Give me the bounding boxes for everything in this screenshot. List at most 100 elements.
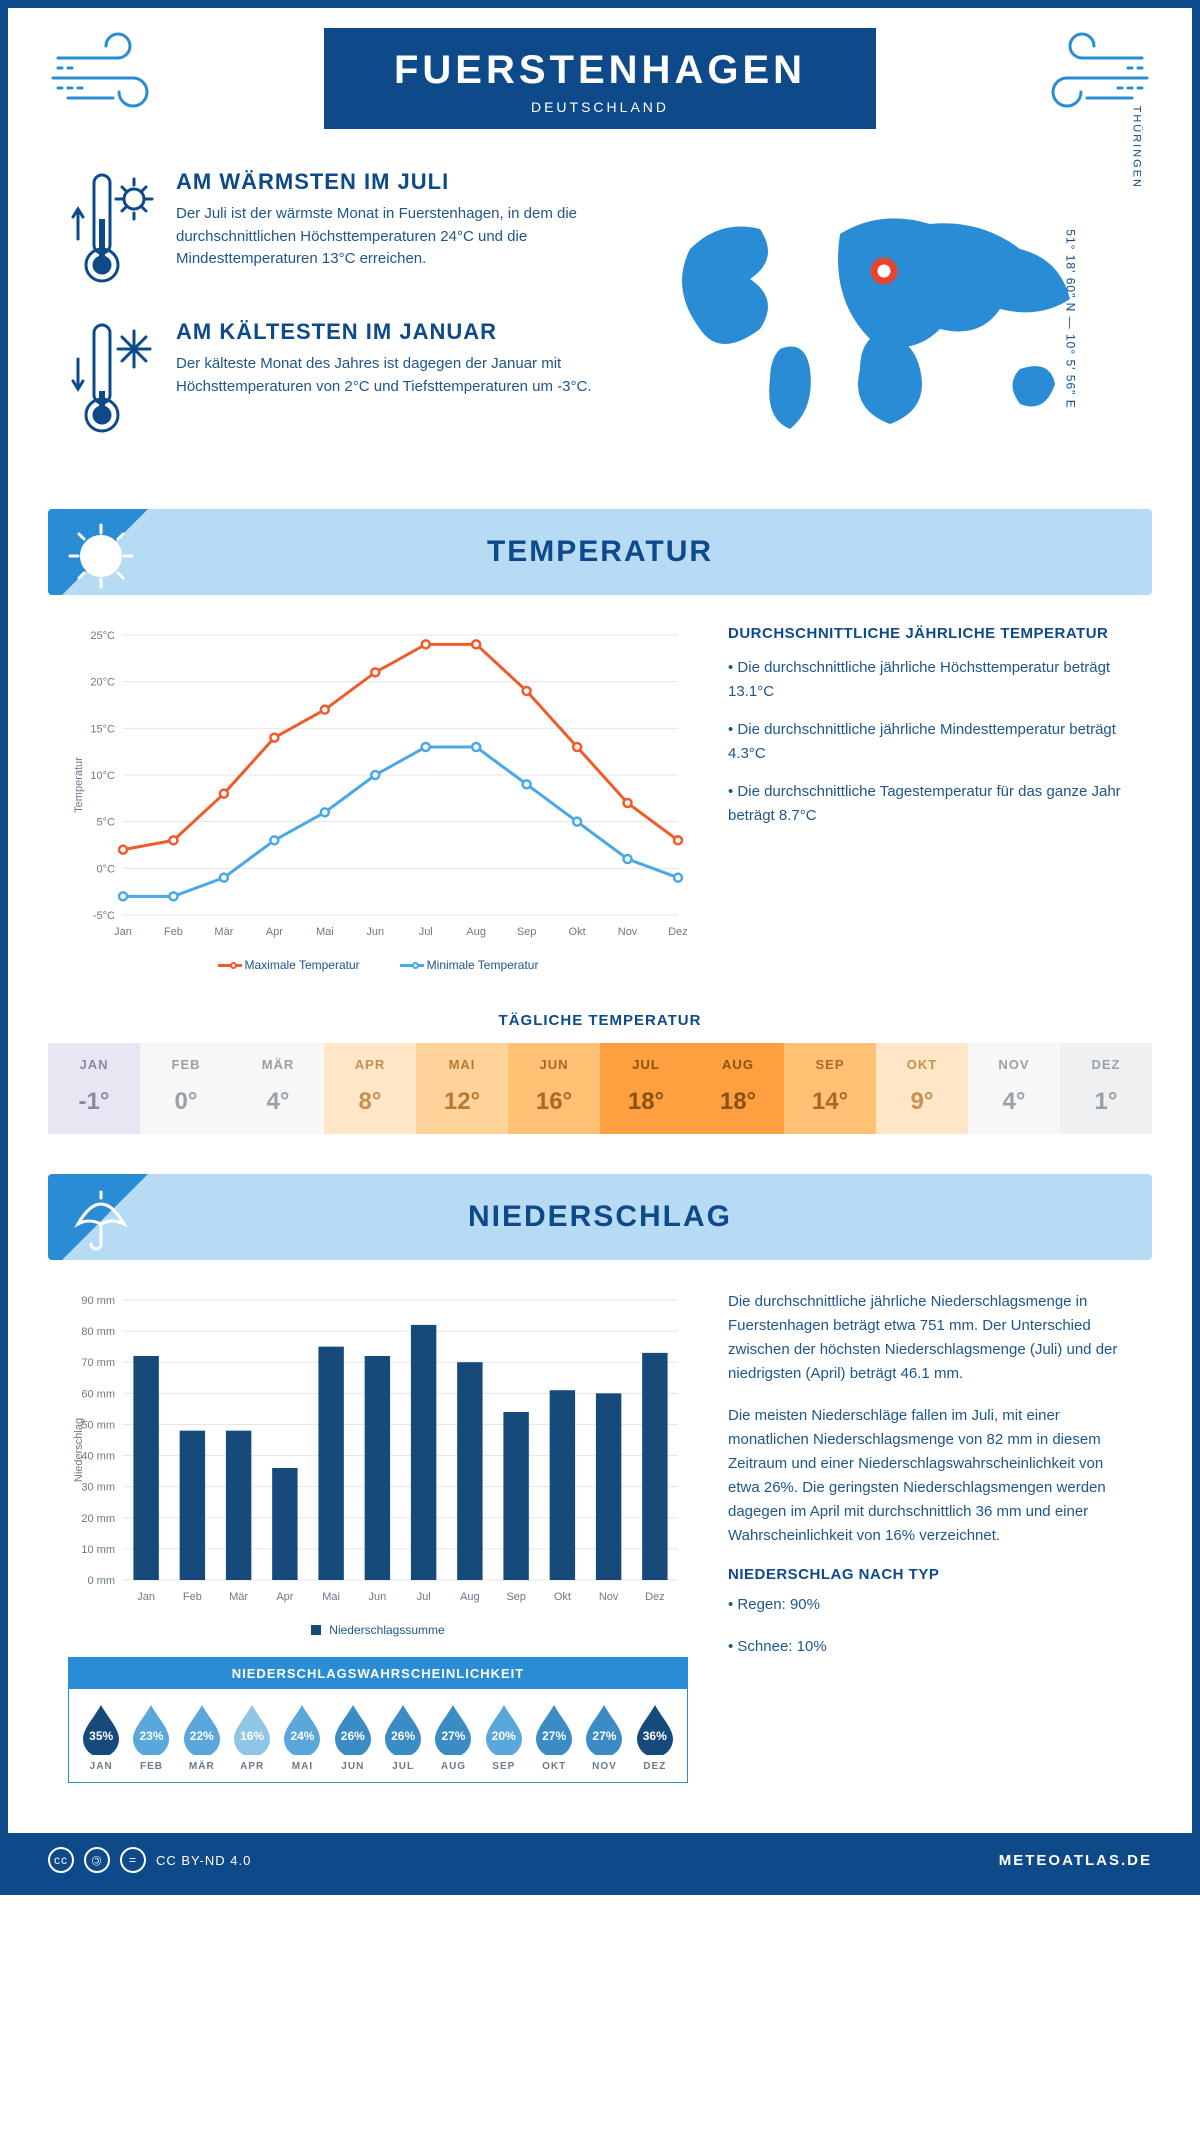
map-block: THÜRINGEN 51° 18' 60" N — 10° 5' 56" E [628,169,1132,469]
svg-text:Feb: Feb [183,1591,202,1603]
region-label: THÜRINGEN [1130,106,1142,189]
prob-cell: 36%DEZ [631,1703,679,1772]
daily-cell: DEZ1° [1060,1043,1152,1134]
svg-text:Sep: Sep [517,926,537,938]
temp-text: DURCHSCHNITTLICHE JÄHRLICHE TEMPERATUR •… [728,625,1132,972]
precip-p2: Die meisten Niederschläge fallen im Juli… [728,1404,1132,1548]
precip-row: 0 mm 10 mm 20 mm 30 mm 40 mm 50 mm 60 mm 70 mm 8… [8,1290,1192,1803]
temp-bullet-3: • Die durchschnittliche Tagestemperatur … [728,780,1132,828]
svg-text:80 mm: 80 mm [81,1326,115,1338]
svg-text:Jun: Jun [369,1591,387,1603]
prob-cell: 27%NOV [580,1703,628,1772]
precip-text: Die durchschnittliche jährliche Niedersc… [728,1290,1132,1783]
svg-text:Jul: Jul [417,1591,431,1603]
page: FUERSTENHAGEN DEUTSCHLAND [0,0,1200,1895]
prob-cell: 20%SEP [480,1703,528,1772]
svg-text:Okt: Okt [569,926,586,938]
precip-p1: Die durchschnittliche jährliche Niedersc… [728,1290,1132,1386]
brand: METEOATLAS.DE [999,1852,1152,1869]
svg-text:Mär: Mär [229,1591,248,1603]
svg-text:Sep: Sep [506,1591,526,1603]
svg-text:Nov: Nov [599,1591,619,1603]
prob-cell: 23%FEB [127,1703,175,1772]
daily-cell: JUN16° [508,1043,600,1134]
svg-text:0 mm: 0 mm [88,1575,116,1587]
coords-label: 51° 18' 60" N — 10° 5' 56" E [1063,229,1077,408]
sun-icon [66,521,136,591]
precip-section-title: NIEDERSCHLAG [74,1200,1126,1234]
svg-text:25°C: 25°C [90,630,115,642]
title-banner: FUERSTENHAGEN DEUTSCHLAND [324,28,876,129]
svg-text:Jul: Jul [419,926,433,938]
svg-text:Dez: Dez [668,926,688,938]
coldest-text: Der kälteste Monat des Jahres ist dagege… [176,353,598,398]
svg-text:Nov: Nov [618,926,638,938]
daily-cell: OKT9° [876,1043,968,1134]
daily-strip: JAN-1°FEB0°MÄR4°APR8°MAI12°JUN16°JUL18°A… [48,1043,1152,1134]
svg-text:70 mm: 70 mm [81,1357,115,1369]
daily-cell: MÄR4° [232,1043,324,1134]
daily-cell: SEP14° [784,1043,876,1134]
precip-type-1: • Regen: 90% [728,1593,1132,1617]
coldest-block: AM KÄLTESTEN IM JANUAR Der kälteste Mona… [68,319,598,439]
svg-text:50 mm: 50 mm [81,1419,115,1431]
cc-icon: cc [48,1847,74,1873]
svg-text:90 mm: 90 mm [81,1295,115,1307]
svg-text:60 mm: 60 mm [81,1388,115,1400]
svg-text:Jan: Jan [137,1591,155,1603]
temp-row: -5°C0°C5°C10°C15°C20°C25°CJanFebMärAprMa… [8,625,1192,1002]
temp-section-title: TEMPERATUR [74,535,1126,569]
prob-cell: 27%OKT [530,1703,578,1772]
svg-text:Mai: Mai [322,1591,340,1603]
daily-cell: FEB0° [140,1043,232,1134]
thermometer-hot-icon [68,169,158,289]
svg-text:10°C: 10°C [90,770,115,782]
svg-text:20°C: 20°C [90,677,115,689]
header: FUERSTENHAGEN DEUTSCHLAND [8,8,1192,129]
temp-section-bar: TEMPERATUR [48,509,1152,595]
precip-section-bar: NIEDERSCHLAG [48,1174,1152,1260]
svg-text:40 mm: 40 mm [81,1451,115,1463]
by-icon: 🄯 [84,1847,110,1873]
prob-cell: 27%AUG [429,1703,477,1772]
prob-cell: 22%MÄR [178,1703,226,1772]
thermometer-cold-icon [68,319,158,439]
daily-cell: JUL18° [600,1043,692,1134]
svg-text:30 mm: 30 mm [81,1482,115,1494]
daily-cell: APR8° [324,1043,416,1134]
svg-text:Niederschlag: Niederschlag [73,1418,85,1482]
svg-text:20 mm: 20 mm [81,1513,115,1525]
temp-text-title: DURCHSCHNITTLICHE JÄHRLICHE TEMPERATUR [728,625,1132,642]
temp-bullet-1: • Die durchschnittliche jährliche Höchst… [728,656,1132,704]
temp-bullet-2: • Die durchschnittliche jährliche Mindes… [728,718,1132,766]
svg-text:Aug: Aug [466,926,486,938]
daily-cell: AUG18° [692,1043,784,1134]
svg-text:Apr: Apr [266,926,283,938]
prob-cell: 26%JUN [329,1703,377,1772]
prob-cell: 26%JUL [379,1703,427,1772]
svg-text:Mai: Mai [316,926,334,938]
wind-icon [48,28,188,118]
precip-chart: 0 mm 10 mm 20 mm 30 mm 40 mm 50 mm 60 mm 70 mm 8… [68,1290,688,1610]
wind-icon [1012,28,1152,118]
page-title: FUERSTENHAGEN [394,48,806,93]
temp-chart: -5°C0°C5°C10°C15°C20°C25°CJanFebMärAprMa… [68,625,688,972]
precip-type-title: NIEDERSCHLAG NACH TYP [728,1566,1132,1583]
svg-text:Feb: Feb [164,926,183,938]
svg-text:Jan: Jan [114,926,132,938]
footer: cc 🄯 = CC BY-ND 4.0 METEOATLAS.DE [8,1833,1192,1887]
svg-text:10 mm: 10 mm [81,1544,115,1556]
warmest-title: AM WÄRMSTEN IM JULI [176,169,598,195]
daily-cell: JAN-1° [48,1043,140,1134]
precip-legend: Niederschlagssumme [68,1623,688,1637]
license: cc 🄯 = CC BY-ND 4.0 [48,1847,251,1873]
warmest-block: AM WÄRMSTEN IM JULI Der Juli ist der wär… [68,169,598,289]
svg-text:Jun: Jun [366,926,384,938]
prob-cell: 24%MAI [278,1703,326,1772]
coldest-title: AM KÄLTESTEN IM JANUAR [176,319,598,345]
page-subtitle: DEUTSCHLAND [394,99,806,115]
svg-text:-5°C: -5°C [93,910,115,922]
prob-box: NIEDERSCHLAGSWAHRSCHEINLICHKEIT 35%JAN23… [68,1657,688,1783]
nd-icon: = [120,1847,146,1873]
info-left: AM WÄRMSTEN IM JULI Der Juli ist der wär… [68,169,598,469]
